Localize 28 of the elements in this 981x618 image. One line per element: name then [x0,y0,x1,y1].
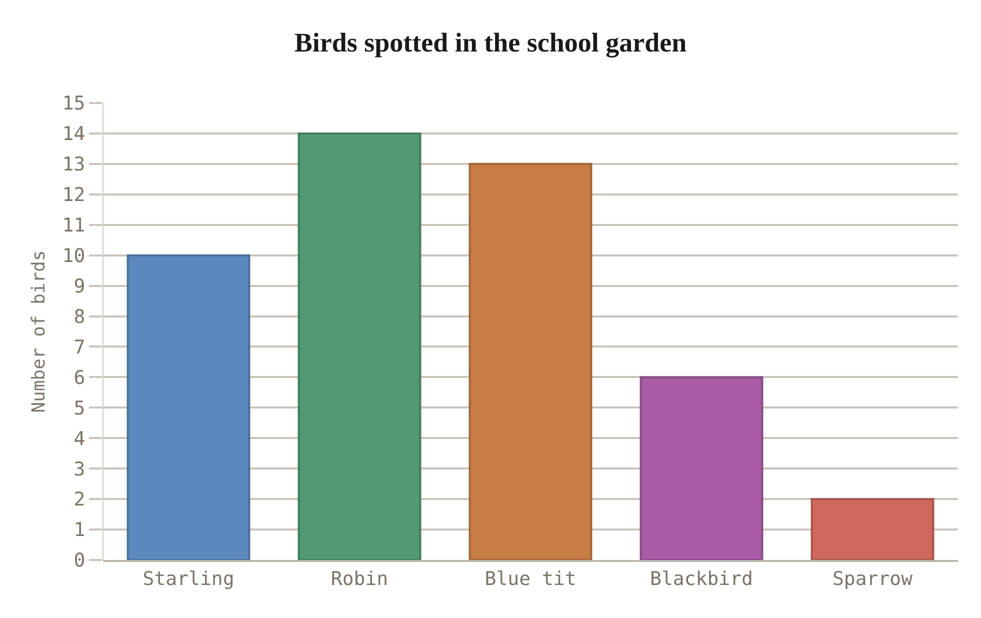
x-tick-label: Starling [142,568,234,590]
y-tick-label: 0 [74,550,86,572]
y-tick-label: 5 [74,397,86,420]
y-tick-label: 12 [62,184,86,206]
y-tick-label: 4 [74,428,86,450]
bar [298,132,422,560]
y-tick-label: 13 [62,154,86,176]
x-tick-label: Sparrow [832,568,914,590]
y-axis-title: Number of birds [28,250,50,413]
bar [126,254,250,560]
y-tick-label: 11 [62,214,86,237]
y-tick-label: 8 [74,306,86,328]
x-tick-label: Blue tit [484,568,576,590]
bar [640,376,764,560]
y-tick-label: 3 [74,458,86,480]
x-tick-label: Robin [330,568,388,590]
bar [468,162,592,560]
y-tick-label: 10 [62,244,86,267]
bar [810,498,934,560]
y-tick-label: 7 [74,336,86,358]
y-tick-label: 15 [62,92,86,115]
y-tick-label: 1 [74,519,86,542]
y-tick-label: 14 [62,123,86,146]
y-tick-label: 2 [74,488,86,511]
y-tick-label: 9 [74,275,86,298]
y-tick-label: 6 [74,366,86,389]
chart-title: Birds spotted in the school garden [294,27,687,58]
x-tick-label: Blackbird [650,568,753,590]
